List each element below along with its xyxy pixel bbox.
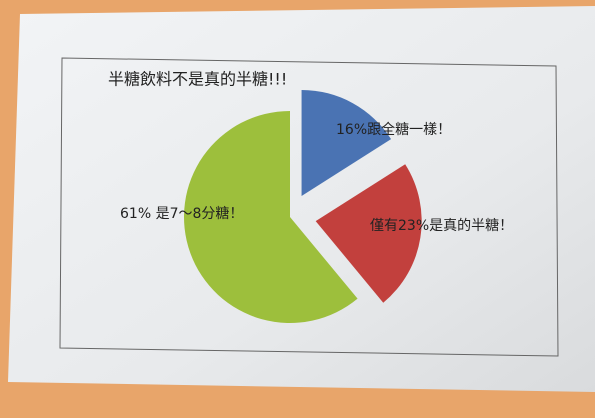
slice-label: 僅有23%是真的半糖！ <box>370 218 513 234</box>
page: 半糖飲料不是真的半糖!!! 16%跟全糖一樣！ 僅有23%是真的半糖！ 61% 是7… <box>0 0 595 418</box>
slice-label: 61% 是7～8分糖！ <box>120 206 243 222</box>
chart: 半糖飲料不是真的半糖!!! 16%跟全糖一樣！ 僅有23%是真的半糖！ 61% 是7… <box>0 0 595 418</box>
paper-sheet <box>8 6 595 392</box>
slice-label: 16%跟全糖一樣！ <box>336 121 451 138</box>
chart-title: 半糖飲料不是真的半糖!!! <box>108 70 287 89</box>
